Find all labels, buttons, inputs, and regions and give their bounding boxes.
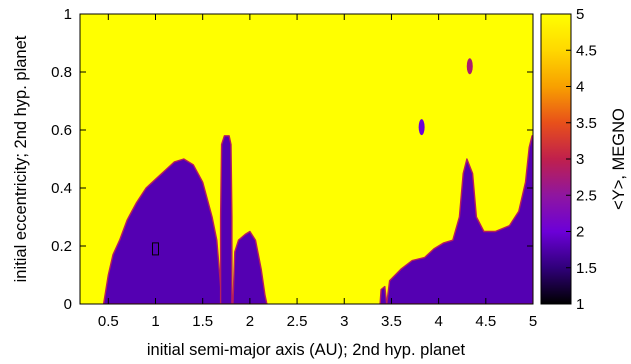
marker-rectangle [152, 242, 159, 256]
x-tick-label: 1.5 [192, 313, 213, 330]
x-tick-label: 5 [529, 313, 537, 330]
colorbar-label: <Y>, MEGNO [610, 108, 628, 210]
x-tick-label: 4.5 [475, 313, 496, 330]
plot-frame [79, 13, 534, 305]
plot-area [79, 13, 534, 305]
x-tick-label: 4 [434, 313, 442, 330]
colorbar-tick-label: 1 [576, 296, 584, 313]
x-tick-label: 1 [151, 313, 159, 330]
y-axis-ticks: 0 0.2 0.4 0.6 0.8 1 [51, 6, 533, 313]
colorbar-tick-label: 3.5 [576, 115, 597, 132]
y-tick-label: 0.4 [51, 180, 72, 197]
y-tick-label: 0.2 [51, 238, 72, 255]
x-tick-label: 2 [246, 313, 254, 330]
stable-region-4 [386, 135, 533, 304]
stable-region-1 [102, 158, 225, 304]
colorbar-tick-label: 5 [576, 6, 584, 23]
colorbar-tick-label: 4.5 [576, 42, 597, 59]
heatmap-cells [80, 14, 533, 304]
y-axis-label: initial eccentricity; 2nd hyp. planet [12, 35, 30, 282]
y-tick-label: 0.6 [51, 122, 72, 139]
colorbar-tick-label: 1.5 [576, 260, 597, 277]
megno-spot-2 [466, 58, 473, 75]
stable-region-2 [219, 135, 233, 304]
megno-spot-1 [418, 119, 425, 136]
y-tick-label: 0 [64, 296, 72, 313]
colorbar-tick-label: 2.5 [576, 187, 597, 204]
x-tick-label: 3.5 [381, 313, 402, 330]
x-tick-label: 0.5 [98, 313, 119, 330]
x-axis-label: initial semi-major axis (AU); 2nd hyp. p… [147, 341, 466, 359]
stable-region-3 [232, 230, 268, 304]
y-tick-label: 1 [64, 6, 72, 23]
colorbar-tick-label: 3 [576, 151, 584, 168]
x-tick-label: 2.5 [287, 313, 308, 330]
colorbar-tick-label: 2 [576, 224, 584, 241]
y-tick-label: 0.8 [51, 64, 72, 81]
colorbar-tick-label: 4 [576, 79, 584, 96]
x-tick-label: 3 [340, 313, 348, 330]
colorbar: 1 1.5 2 2.5 3 3.5 4 4.5 5 [540, 6, 597, 313]
stable-region-5 [379, 285, 388, 304]
x-axis-ticks: 0.5 1 1.5 2 2.5 3 3.5 4 4.5 5 [98, 14, 537, 330]
